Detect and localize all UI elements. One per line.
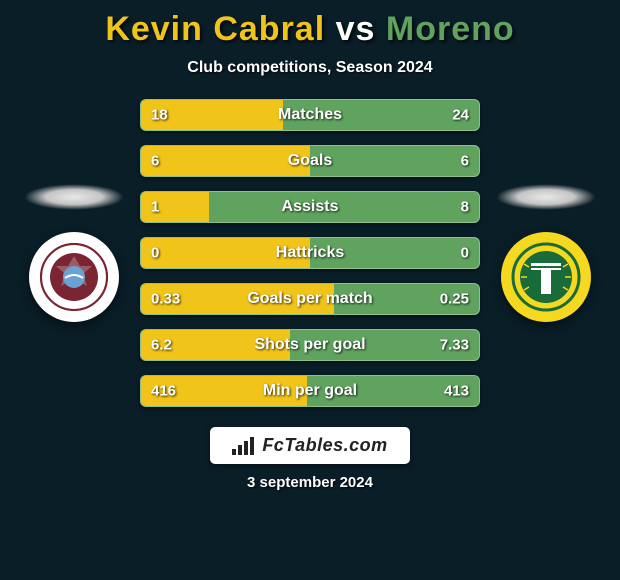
stat-bar-shots-per-goal: Shots per goal 6.2 7.33 — [140, 329, 480, 361]
page-title: Kevin Cabral vs Moreno — [105, 10, 514, 49]
content-row: Matches1824Goals66Assists18Hattricks00Go… — [24, 99, 596, 407]
title-player2: Moreno — [386, 10, 515, 48]
stat-bar-goals-per-match: Goals per match 0.33 0.25 — [140, 283, 480, 315]
crest-left-svg — [39, 242, 109, 312]
player-shadow-left — [24, 184, 124, 210]
stat-bars: Matches1824Goals66Assists18Hattricks00Go… — [140, 99, 480, 407]
bars-chart-icon — [232, 437, 254, 455]
bar-value-left: 6 — [151, 153, 159, 170]
bar-label: Goals — [288, 152, 332, 170]
portland-timbers-crest — [501, 232, 591, 322]
bar-value-left: 1 — [151, 199, 159, 216]
bar-label: Matches — [278, 106, 342, 124]
title-player1: Kevin Cabral — [105, 10, 325, 48]
stat-bar-min-per-goal: Min per goal 416 413 — [140, 375, 480, 407]
player-right-col — [496, 184, 596, 322]
stat-bar-goals: Goals 6 6 — [140, 145, 480, 177]
footer: FcTables.com 3 september 2024 — [210, 427, 409, 491]
bar-value-left: 18 — [151, 107, 168, 124]
bar-left-fill — [141, 146, 310, 176]
subtitle: Club competitions, Season 2024 — [187, 59, 432, 77]
crest-right-svg — [511, 242, 581, 312]
bar-label: Shots per goal — [254, 336, 365, 354]
stat-bar-hattricks: Hattricks 0 0 — [140, 237, 480, 269]
stat-bar-assists: Assists 1 8 — [140, 191, 480, 223]
player-shadow-right — [496, 184, 596, 210]
bar-label: Min per goal — [263, 382, 357, 400]
bar-value-left: 0.33 — [151, 291, 180, 308]
comparison-card: Kevin Cabral vs Moreno Club competitions… — [0, 0, 620, 580]
brand-text: FcTables.com — [262, 435, 387, 456]
title-vs: vs — [336, 10, 376, 48]
bar-value-right: 0 — [461, 245, 469, 262]
bar-value-right: 413 — [444, 383, 469, 400]
colorado-rapids-crest — [29, 232, 119, 322]
bar-value-right: 7.33 — [440, 337, 469, 354]
bar-value-left: 416 — [151, 383, 176, 400]
stat-bar-matches: Matches 18 24 — [140, 99, 480, 131]
bar-value-left: 0 — [151, 245, 159, 262]
bar-value-right: 6 — [461, 153, 469, 170]
bar-value-right: 24 — [452, 107, 469, 124]
brand-box: FcTables.com — [210, 427, 409, 464]
bar-value-right: 8 — [461, 199, 469, 216]
bar-label: Assists — [282, 198, 339, 216]
date-text: 3 september 2024 — [247, 474, 373, 491]
player-left-col — [24, 184, 124, 322]
bar-value-left: 6.2 — [151, 337, 172, 354]
bar-label: Hattricks — [276, 244, 344, 262]
bar-value-right: 0.25 — [440, 291, 469, 308]
bar-label: Goals per match — [247, 290, 372, 308]
